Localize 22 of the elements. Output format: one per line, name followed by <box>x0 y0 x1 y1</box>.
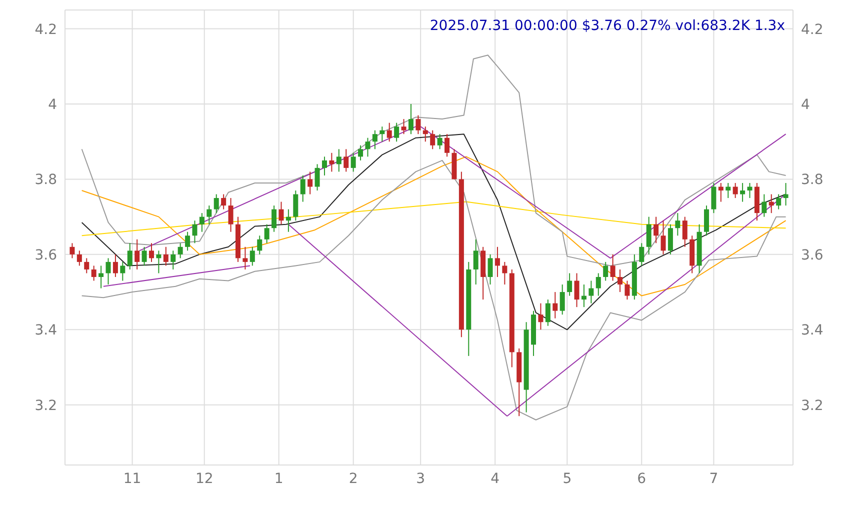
x-tick-label: 6 <box>637 470 646 487</box>
y-tick-label: 4.2 <box>34 22 57 38</box>
x-tick-label: 1 <box>274 470 284 487</box>
y2-tick-label: 4.2 <box>801 22 824 38</box>
x-tick-label: 11 <box>123 470 142 487</box>
x-tick-label: 5 <box>562 470 572 487</box>
y2-tick-label: 3.4 <box>801 322 824 339</box>
x-tick-label: 12 <box>195 470 214 487</box>
x-tick-label: 7 <box>709 470 718 487</box>
y2-tick-label: 3.2 <box>801 398 824 414</box>
y-tick-label: 4 <box>48 96 58 113</box>
x-tick-label: 2 <box>348 470 358 487</box>
y2-tick-label: 3.8 <box>801 172 824 188</box>
x-tick-label: 3 <box>416 470 426 487</box>
y-tick-label: 3.4 <box>34 322 58 339</box>
text: 2025.07.31 00:00:00 $3.76 0.27% vol:683.2K 1.3x <box>430 18 785 34</box>
y-tick-label: 3.8 <box>34 172 57 188</box>
y2-tick-label: 3.6 <box>801 247 824 264</box>
x-tick-label: 4 <box>490 470 500 487</box>
y-tick-label: 3.6 <box>34 247 58 264</box>
y-tick-label: 3.2 <box>34 398 57 414</box>
y2-tick-label: 4 <box>801 96 810 113</box>
